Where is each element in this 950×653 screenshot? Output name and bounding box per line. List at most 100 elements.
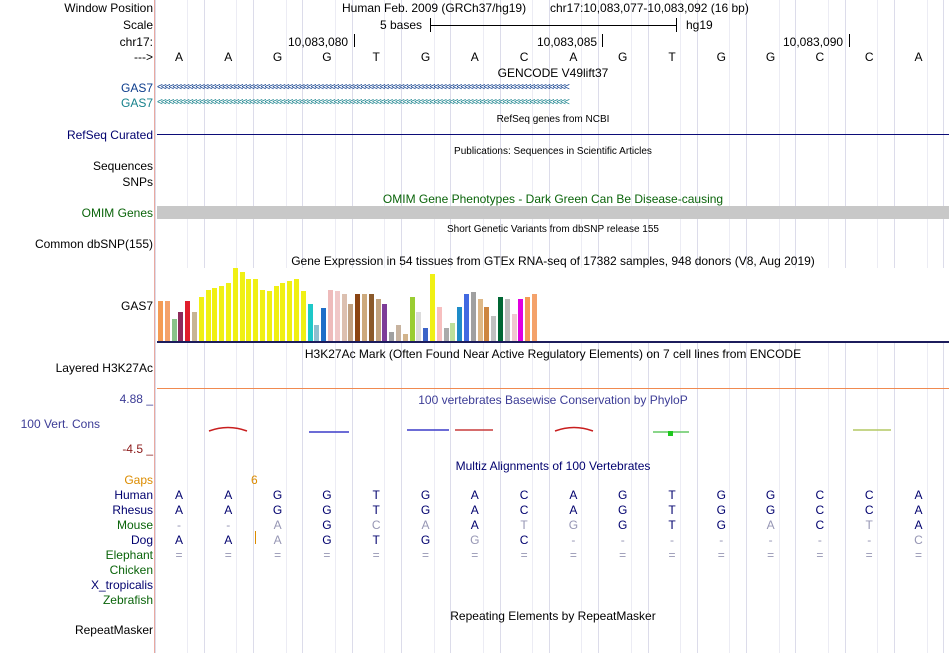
h3k27ac-track-title[interactable]: H3K27Ac Mark (Often Found Near Active Re… [304, 347, 802, 361]
gtex-tissue-bar[interactable] [484, 307, 490, 341]
species-label-zebrafish[interactable]: Zebrafish [102, 593, 153, 607]
gtex-tissue-bar[interactable] [341, 294, 347, 341]
species-label-human[interactable]: Human [114, 488, 153, 502]
gtex-tissue-bar[interactable] [362, 294, 367, 341]
gtex-tissue-bar[interactable] [409, 297, 415, 341]
phylop-label[interactable]: 100 Vert. Cons [20, 417, 100, 431]
gtex-tissue-bar[interactable] [246, 279, 252, 341]
gtex-tissue-bar[interactable] [178, 312, 184, 341]
gtex-tissue-bar[interactable] [328, 290, 333, 341]
repeatmasker-track-title[interactable]: Repeating Elements by RepeatMasker [450, 609, 656, 623]
gtex-tissue-bar[interactable] [532, 294, 537, 341]
gtex-tissue-bar[interactable] [389, 332, 395, 341]
gtex-tissue-bar[interactable] [498, 297, 503, 341]
gencode-track-title[interactable]: GENCODE V49lift37 [497, 66, 609, 80]
gtex-tissue-bar[interactable] [300, 291, 306, 341]
gtex-tissue-bar[interactable] [382, 304, 388, 341]
gtex-tissue-bar[interactable] [396, 325, 401, 341]
gtex-tissue-bar[interactable] [314, 325, 320, 341]
scale-db: hg19 [686, 18, 713, 32]
multiz-track-title[interactable]: Multiz Alignments of 100 Vertebrates [455, 459, 651, 473]
species-label-mouse[interactable]: Mouse [116, 518, 153, 532]
gtex-tissue-bar[interactable] [164, 301, 170, 341]
gtex-tissue-bar[interactable] [287, 281, 293, 341]
gtex-tissue-bar[interactable] [491, 316, 497, 341]
gtex-tissue-bar[interactable] [212, 288, 218, 341]
phylop-signal[interactable] [157, 420, 949, 440]
gtex-tissue-bar[interactable] [423, 328, 429, 341]
gtex-tissue-bar[interactable] [504, 299, 510, 341]
gtex-tissue-bar[interactable] [266, 291, 272, 341]
gtex-tissue-bar[interactable] [334, 291, 340, 341]
gtex-tissue-bar[interactable] [205, 290, 211, 341]
refseq-feature-line[interactable] [157, 134, 949, 135]
snps-label[interactable]: SNPs [122, 175, 153, 189]
phylop-track-title[interactable]: 100 vertebrates Basewise Conservation by… [418, 393, 688, 407]
gtex-tissue-bar[interactable] [355, 294, 361, 341]
gtex-tissue-bar[interactable] [273, 286, 279, 341]
gencode-gas7-label-1[interactable]: GAS7 [121, 81, 153, 95]
gtex-tissue-bar[interactable] [375, 299, 381, 341]
alignment-base: A [470, 518, 479, 532]
dbsnp-track-title[interactable]: Short Genetic Variants from dbSNP releas… [447, 224, 659, 235]
refseq-track-title[interactable]: RefSeq genes from NCBI [496, 114, 610, 125]
gtex-tissue-bar[interactable] [198, 297, 204, 341]
alignment-base: = [914, 548, 922, 562]
gtex-tissue-bar[interactable] [260, 290, 265, 341]
gtex-tissue-bar[interactable] [321, 308, 327, 341]
gas7-name-2[interactable]: GAS7 [120, 96, 153, 110]
h3k27ac-signal-line[interactable] [157, 388, 949, 389]
species-label-rhesus[interactable]: Rhesus [112, 503, 153, 517]
gencode-gas7-label-2[interactable]: GAS7 [121, 96, 153, 110]
gtex-tissue-bar[interactable] [232, 268, 238, 341]
gtex-tissue-bar[interactable] [368, 294, 374, 341]
alignment-base: G [618, 488, 628, 502]
gtex-tissue-bar[interactable] [239, 272, 245, 341]
omim-label[interactable]: OMIM Genes [81, 206, 153, 220]
species-label-x_tropicalis[interactable]: X_tropicalis [90, 578, 153, 592]
gtex-tissue-bar[interactable] [185, 301, 191, 341]
refseq-label[interactable]: RefSeq Curated [66, 128, 153, 142]
omim-track-title[interactable]: OMIM Gene Phenotypes - Dark Green Can Be… [382, 192, 724, 206]
gtex-tissue-bar[interactable] [436, 307, 442, 341]
species-label-chicken[interactable]: Chicken [109, 563, 153, 577]
species-label-elephant[interactable]: Elephant [105, 548, 153, 562]
gtex-tissue-bar[interactable] [416, 312, 422, 341]
gtex-tissue-bar[interactable] [470, 292, 476, 341]
omim-feature-bar[interactable] [157, 206, 949, 219]
gtex-tissue-bar[interactable] [348, 304, 354, 341]
gtex-tissue-bar[interactable] [294, 279, 299, 341]
gaps-label[interactable]: Gaps [124, 473, 153, 487]
gtex-tissue-bar[interactable] [402, 334, 408, 341]
gtex-tissue-bar[interactable] [511, 314, 517, 341]
gtex-tissue-bar[interactable] [158, 301, 163, 341]
gtex-tissue-bar[interactable] [307, 304, 313, 341]
gas7-name-1[interactable]: GAS7 [120, 81, 153, 95]
gtex-tissue-bar[interactable] [443, 328, 449, 341]
sequences-label[interactable]: Sequences [92, 159, 153, 173]
gtex-tissue-bar[interactable] [280, 283, 286, 341]
gtex-tissue-bar[interactable] [457, 307, 463, 341]
gtex-tissue-bar[interactable] [525, 297, 531, 341]
gtex-tissue-bar[interactable] [518, 299, 524, 341]
gtex-tissue-bar[interactable] [477, 299, 483, 341]
gtex-bar-chart[interactable] [157, 268, 949, 341]
dbsnp-label[interactable]: Common dbSNP(155) [34, 237, 153, 251]
gtex-tissue-bar[interactable] [192, 312, 197, 341]
h3k27ac-label[interactable]: Layered H3K27Ac [55, 361, 153, 375]
gtex-gene-label[interactable]: GAS7 [120, 299, 153, 313]
gtex-tissue-bar[interactable] [430, 274, 435, 341]
gtex-tissue-bar[interactable] [464, 294, 469, 341]
gtex-tissue-bar[interactable] [450, 323, 456, 341]
publications-track-title[interactable]: Publications: Sequences in Scientific Ar… [454, 146, 652, 157]
gtex-tissue-bar[interactable] [226, 283, 231, 341]
strand-label: ---> [134, 50, 153, 64]
gtex-track-title[interactable]: Gene Expression in 54 tissues from GTEx … [291, 254, 815, 268]
gencode-gas7-feature-1[interactable]: <<<<<<<<<<<<<<<<<<<<<<<<<<<<<<<<<<<<<<<<… [157, 84, 570, 92]
gtex-tissue-bar[interactable] [219, 286, 225, 341]
gtex-tissue-bar[interactable] [171, 319, 177, 341]
species-label-dog[interactable]: Dog [130, 533, 153, 547]
gencode-gas7-feature-2[interactable]: <<<<<<<<<<<<<<<<<<<<<<<<<<<<<<<<<<<<<<<<… [157, 99, 570, 107]
repeatmasker-label[interactable]: RepeatMasker [74, 623, 153, 637]
gtex-tissue-bar[interactable] [253, 279, 259, 341]
